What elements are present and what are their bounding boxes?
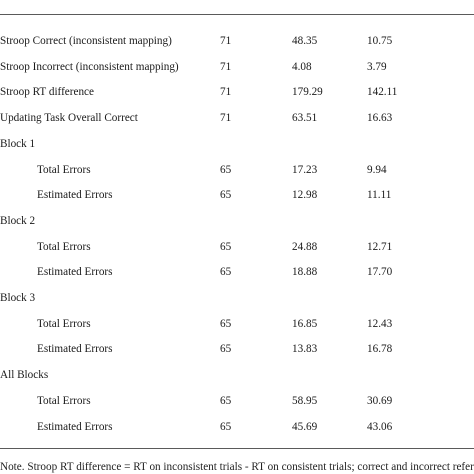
table-row: Estimated Errors 65 18.88 17.70 bbox=[0, 264, 474, 280]
row-n-value: 71 bbox=[220, 35, 232, 47]
row-sd-value: 9.94 bbox=[367, 163, 387, 176]
table-row: Updating Task Overall Correct 71 63.51 16.6… bbox=[0, 110, 474, 126]
row-n-value: 71 bbox=[220, 60, 232, 73]
row-sd-value: 3.79 bbox=[367, 60, 387, 73]
row-mean-value: 17.23 bbox=[292, 163, 318, 176]
row-label: Estimated Errors bbox=[37, 343, 113, 356]
table-bottom-rule bbox=[0, 448, 474, 449]
table-row: Total Errors 65 24.88 12.71 bbox=[0, 239, 474, 255]
row-n-value: 65 bbox=[220, 163, 232, 176]
row-label: Block 2 bbox=[0, 214, 36, 227]
row-n-value: 65 bbox=[220, 420, 232, 433]
table-row: Block 2 bbox=[0, 213, 474, 229]
row-n-value: 65 bbox=[220, 240, 232, 253]
table-row: Stroop Incorrect (inconsistent mapping) 7… bbox=[0, 59, 474, 75]
row-sd-value: 142.11 bbox=[367, 86, 398, 99]
row-mean-value: 16.85 bbox=[292, 317, 318, 330]
row-label: Block 1 bbox=[0, 137, 36, 150]
table-row: Estimated Errors 65 45.69 43.06 bbox=[0, 419, 474, 435]
row-mean-value: 179.29 bbox=[292, 86, 323, 99]
row-sd-value: 12.71 bbox=[367, 240, 393, 253]
row-label: Estimated Errors bbox=[37, 189, 113, 202]
row-mean-value: 45.69 bbox=[292, 420, 318, 433]
table-row: Estimated Errors 65 12.98 11.11 bbox=[0, 187, 474, 203]
row-label: Stroop RT difference bbox=[0, 86, 94, 99]
row-sd-value: 43.06 bbox=[367, 420, 393, 433]
row-sd-value: 16.63 bbox=[367, 112, 393, 125]
table-top-rule bbox=[0, 14, 474, 15]
row-n-value: 65 bbox=[220, 394, 232, 407]
row-mean-value: 63.51 bbox=[292, 112, 318, 125]
row-mean-value: 48.35 bbox=[292, 35, 318, 47]
row-label: Total Errors bbox=[37, 163, 91, 176]
row-sd-value: 12.43 bbox=[367, 317, 393, 330]
row-mean-value: 24.88 bbox=[292, 240, 318, 253]
row-sd-value: 30.69 bbox=[367, 394, 393, 407]
row-label: All Blocks bbox=[0, 369, 49, 382]
row-n-value: 65 bbox=[220, 343, 232, 356]
row-n-value: 65 bbox=[220, 266, 232, 279]
table-row: All Blocks bbox=[0, 367, 474, 383]
table-row: Total Errors 65 58.95 30.69 bbox=[0, 393, 474, 409]
row-sd-value: 17.70 bbox=[367, 266, 393, 279]
table-footnote: Note. Stroop RT difference = RT on incon… bbox=[0, 461, 474, 473]
table-row: Block 3 bbox=[0, 290, 474, 306]
row-mean-value: 12.98 bbox=[292, 189, 318, 202]
row-label: Total Errors bbox=[37, 394, 91, 407]
table-row: Stroop RT difference 71 179.29 142.11 bbox=[0, 84, 474, 100]
row-sd-value: 11.11 bbox=[367, 189, 392, 202]
table-row: Estimated Errors 65 13.83 16.78 bbox=[0, 341, 474, 357]
row-label: Stroop Correct (inconsistent mapping) bbox=[0, 35, 172, 47]
row-label: Updating Task Overall Correct bbox=[0, 112, 138, 125]
table-row: Total Errors 65 16.85 12.43 bbox=[0, 316, 474, 332]
row-n-value: 65 bbox=[220, 189, 232, 202]
table-row: Total Errors 65 17.23 9.94 bbox=[0, 162, 474, 178]
row-label: Estimated Errors bbox=[37, 266, 113, 279]
row-mean-value: 18.88 bbox=[292, 266, 318, 279]
row-label: Stroop Incorrect (inconsistent mapping) bbox=[0, 60, 179, 73]
table-row: Block 1 bbox=[0, 136, 474, 152]
row-label: Total Errors bbox=[37, 317, 91, 330]
row-sd-value: 16.78 bbox=[367, 343, 393, 356]
row-mean-value: 58.95 bbox=[292, 394, 318, 407]
row-label: Block 3 bbox=[0, 292, 36, 304]
row-label: Total Errors bbox=[37, 240, 91, 253]
table-row: Stroop Correct (inconsistent mapping) 71 4… bbox=[0, 33, 474, 49]
row-sd-value: 10.75 bbox=[367, 35, 393, 47]
row-n-value: 71 bbox=[220, 112, 232, 125]
row-mean-value: 13.83 bbox=[292, 343, 318, 356]
row-n-value: 65 bbox=[220, 317, 232, 330]
row-mean-value: 4.08 bbox=[292, 60, 312, 73]
row-n-value: 71 bbox=[220, 86, 232, 99]
row-label: Estimated Errors bbox=[37, 420, 113, 433]
